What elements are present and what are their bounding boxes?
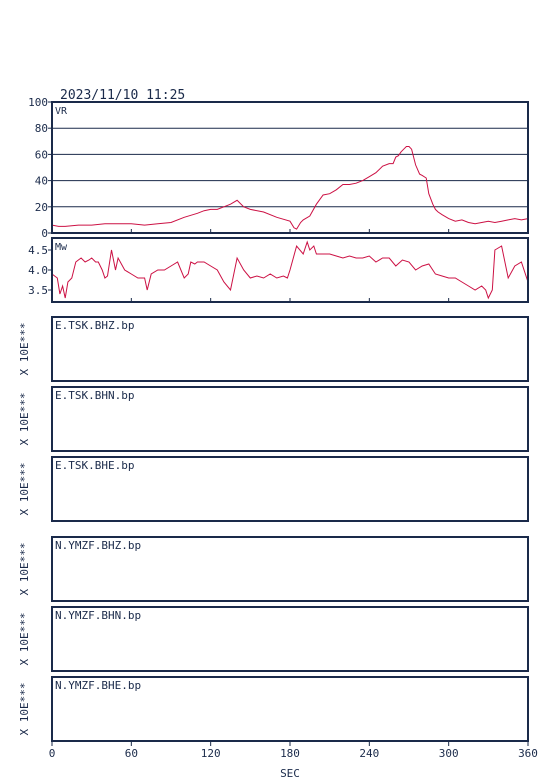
vr-y-tick-label: 20 — [35, 201, 48, 214]
vr-panel-frame — [51, 101, 529, 234]
vr-label: VR — [55, 106, 68, 117]
trace-label: N.YMZF.BHN.bp — [55, 609, 141, 622]
mw-label: Mw — [55, 242, 68, 253]
vr-y-tick-label: 40 — [35, 175, 48, 188]
vr-panel: 0 20 40 60 80 100 VR — [28, 96, 529, 240]
trace-label: E.TSK.BHE.bp — [55, 459, 134, 472]
vr-y-tick-labels: 0 20 40 60 80 100 — [28, 96, 52, 240]
trace-panel-n-ymzf-bhn: N.YMZF.BHN.bp X 10E*** — [18, 606, 529, 672]
trace-label: E.TSK.BHZ.bp — [55, 319, 134, 332]
trace-frame — [51, 456, 529, 522]
mw-y-tick-labels: 3.5 4.0 4.5 — [28, 244, 52, 297]
trace-frame — [51, 386, 529, 452]
x-tick-label: 300 — [439, 747, 459, 760]
trace-panel-e-tsk-bhn: E.TSK.BHN.bp X 10E*** — [18, 386, 529, 452]
trace-panel-e-tsk-bhe: E.TSK.BHE.bp X 10E*** — [18, 456, 529, 522]
trace-label: N.YMZF.BHE.bp — [55, 679, 141, 692]
mw-y-tick-label: 4.0 — [28, 264, 48, 277]
datetime-label: 2023/11/10 11:25 — [60, 88, 185, 103]
vr-y-tick-label: 80 — [35, 122, 48, 135]
x-tick-label: 180 — [280, 747, 300, 760]
trace-label: E.TSK.BHN.bp — [55, 389, 134, 402]
vr-y-tick-label: 100 — [28, 96, 48, 109]
x-tick-label: 360 — [518, 747, 538, 760]
mw-y-tick-label: 4.5 — [28, 244, 48, 257]
vr-y-tick-label: 60 — [35, 148, 48, 161]
trace-scale-label: X 10E*** — [18, 543, 31, 596]
x-tick-label: 120 — [201, 747, 221, 760]
x-axis-label: SEC — [280, 767, 300, 780]
mw-y-tick-label: 3.5 — [28, 284, 48, 297]
trace-frame — [51, 606, 529, 672]
trace-frame — [51, 316, 529, 382]
trace-scale-label: X 10E*** — [18, 683, 31, 736]
x-tick-label: 0 — [49, 747, 56, 760]
mw-series-line — [51, 240, 529, 300]
x-tick-label: 60 — [125, 747, 138, 760]
trace-scale-label: X 10E*** — [18, 393, 31, 446]
trace-scale-label: X 10E*** — [18, 613, 31, 666]
vr-series-line — [51, 146, 529, 230]
trace-panel-e-tsk-bhz: E.TSK.BHZ.bp X 10E*** — [18, 316, 529, 382]
trace-scale-label: X 10E*** — [18, 323, 31, 376]
vr-gridlines — [52, 127, 528, 208]
mw-panel: 3.5 4.0 4.5 Mw — [28, 237, 529, 303]
trace-scale-label: X 10E*** — [18, 463, 31, 516]
trace-label: N.YMZF.BHZ.bp — [55, 539, 141, 552]
vr-y-tick-label: 0 — [41, 227, 48, 240]
trace-panel-n-ymzf-bhz: N.YMZF.BHZ.bp X 10E*** — [18, 536, 529, 602]
trace-frame — [51, 536, 529, 602]
x-tick-label: 240 — [359, 747, 379, 760]
x-axis: 0 60 120 180 240 300 360 — [49, 229, 538, 760]
trace-panel-n-ymzf-bhe: N.YMZF.BHE.bp X 10E*** — [18, 676, 529, 742]
